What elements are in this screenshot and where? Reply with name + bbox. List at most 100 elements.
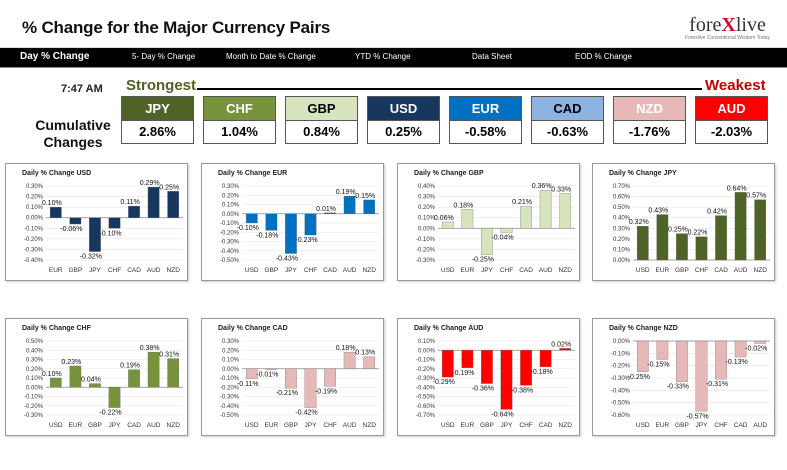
x-tick-label: CHF — [323, 422, 336, 429]
y-tick-label: 0.20% — [222, 348, 240, 354]
y-tick-label: 0.10% — [26, 376, 44, 382]
x-tick-label: JPY — [696, 422, 709, 429]
currency-box-gbp: GBP 0.84% — [285, 96, 358, 144]
tab-ytd-change[interactable]: YTD % Change — [355, 52, 411, 61]
x-tick-label: AUD — [734, 267, 748, 274]
data-label: 0.19% — [336, 189, 356, 196]
y-tick-label: 0.10% — [222, 203, 240, 209]
currency-cumulative-value: 0.84% — [286, 121, 357, 143]
tab-data-sheet[interactable]: Data Sheet — [472, 52, 513, 61]
y-tick-label: 0.00% — [222, 367, 240, 373]
chart-title: Daily % Change CAD — [218, 325, 288, 332]
bar-chf — [695, 236, 708, 261]
y-tick-label: -0.60% — [416, 404, 436, 410]
bar-jpy — [695, 340, 708, 412]
currency-cumulative-value: -0.58% — [450, 121, 521, 143]
x-tick-label: GBP — [264, 267, 278, 274]
data-label: 0.33% — [551, 186, 571, 193]
y-tick-label: 0.00% — [613, 258, 631, 264]
currency-cumulative-value: 0.25% — [368, 121, 439, 143]
logo-tagline: Forexlive Conventional Wisdom Today — [685, 35, 770, 41]
data-label: 0.64% — [727, 185, 747, 192]
data-label: 0.25% — [668, 227, 688, 234]
currency-cumulative-value: -1.76% — [614, 121, 685, 143]
y-tick-label: 0.30% — [418, 195, 436, 201]
y-tick-label: -0.10% — [220, 376, 240, 382]
page-title: % Change for the Major Currency Pairs — [22, 18, 331, 37]
y-tick-label: 0.50% — [613, 205, 631, 211]
bar-aud — [539, 190, 552, 229]
bar-aud — [343, 351, 356, 369]
y-tick-label: 0.10% — [222, 358, 240, 364]
y-tick-label: 0.60% — [613, 195, 631, 201]
x-tick-label: USD — [636, 422, 650, 429]
x-tick-label: CAD — [127, 422, 141, 429]
bar-gbp — [481, 350, 493, 384]
data-label: -0.33% — [667, 384, 689, 391]
tab-eod-change[interactable]: EOD % Change — [575, 52, 632, 61]
tab-day-change[interactable]: Day % Change — [20, 51, 90, 62]
data-label: 0.10% — [42, 371, 62, 378]
bar-cad — [734, 340, 747, 358]
y-tick-label: -0.50% — [416, 395, 436, 401]
bar-usd — [441, 221, 454, 229]
bar-cad — [520, 205, 532, 229]
x-tick-label: EUR — [655, 422, 669, 429]
x-tick-label: AUD — [343, 422, 357, 429]
x-tick-label: EUR — [68, 422, 82, 429]
x-tick-label: EUR — [49, 267, 63, 274]
y-tick-label: -0.50% — [611, 401, 631, 407]
data-label: 0.31% — [159, 352, 179, 359]
y-tick-label: 0.10% — [418, 216, 436, 222]
data-label: 0.01% — [316, 206, 336, 213]
y-tick-label: -0.40% — [24, 258, 44, 264]
y-tick-label: 0.20% — [418, 205, 436, 211]
bar-usd — [636, 340, 649, 372]
y-tick-label: -0.30% — [611, 376, 631, 382]
y-tick-label: -0.10% — [611, 351, 631, 357]
x-tick-label: JPY — [305, 422, 318, 429]
x-tick-label: CHF — [695, 267, 708, 274]
data-label: 0.32% — [629, 219, 649, 226]
bar-chf — [715, 340, 727, 380]
x-tick-label: GBP — [675, 422, 689, 429]
tab-month-to-date-change[interactable]: Month to Date % Change — [226, 52, 316, 61]
bar-eur — [69, 365, 82, 388]
bar-chart: 0.30%0.20%0.10%0.00%-0.10%-0.20%-0.30%-0… — [220, 184, 379, 274]
chart-panel-usd: Daily % Change USD 0.30% 0.20% 0.10% 0.00% -0… — [5, 163, 188, 281]
y-tick-label: -0.60% — [611, 413, 631, 419]
y-tick-label: 0.30% — [222, 184, 240, 190]
data-label: -0.13% — [726, 359, 748, 366]
x-tick-label: GBP — [675, 267, 689, 274]
data-label: -0.10% — [99, 230, 121, 237]
data-label: -0.15% — [647, 362, 669, 369]
bar-chf — [108, 217, 121, 229]
y-tick-label: -0.20% — [220, 230, 240, 236]
bar-chart: 0.70% 0.60% 0.50% 0.40% 0.30% 0.20% 0.10% 0.00%… — [613, 184, 770, 274]
data-label: -0.21% — [276, 390, 298, 397]
x-tick-label: AUD — [343, 267, 357, 274]
currency-box-jpy: JPY 2.86% — [121, 96, 194, 144]
y-tick-label: 0.40% — [418, 184, 436, 190]
x-tick-label: CAD — [127, 267, 141, 274]
forexlive-logo[interactable]: foreXlive Forexlive Conventional Wisdom … — [681, 15, 774, 43]
y-tick-label: 0.00% — [613, 339, 631, 345]
bar-aud — [147, 186, 160, 218]
x-tick-label: EUR — [460, 422, 474, 429]
x-tick-label: NZD — [754, 267, 768, 274]
x-tick-label: JPY — [89, 267, 102, 274]
y-tick-label: 0.20% — [26, 195, 44, 201]
x-tick-label: CAD — [323, 267, 337, 274]
data-label: 0.29% — [140, 180, 160, 187]
bar-usd — [49, 377, 62, 388]
y-tick-label: -0.10% — [24, 395, 44, 401]
bar-jpy — [304, 368, 317, 408]
tab-5-day-change[interactable]: 5- Day % Change — [132, 52, 196, 61]
currency-code: CAD — [532, 97, 603, 121]
y-tick-label: -0.20% — [220, 385, 240, 391]
y-tick-label: -0.10% — [220, 221, 240, 227]
y-tick-label: 0.00% — [418, 348, 436, 354]
data-label: -0.29% — [433, 379, 455, 386]
bar-eur — [656, 340, 669, 360]
currency-code: AUD — [696, 97, 767, 121]
